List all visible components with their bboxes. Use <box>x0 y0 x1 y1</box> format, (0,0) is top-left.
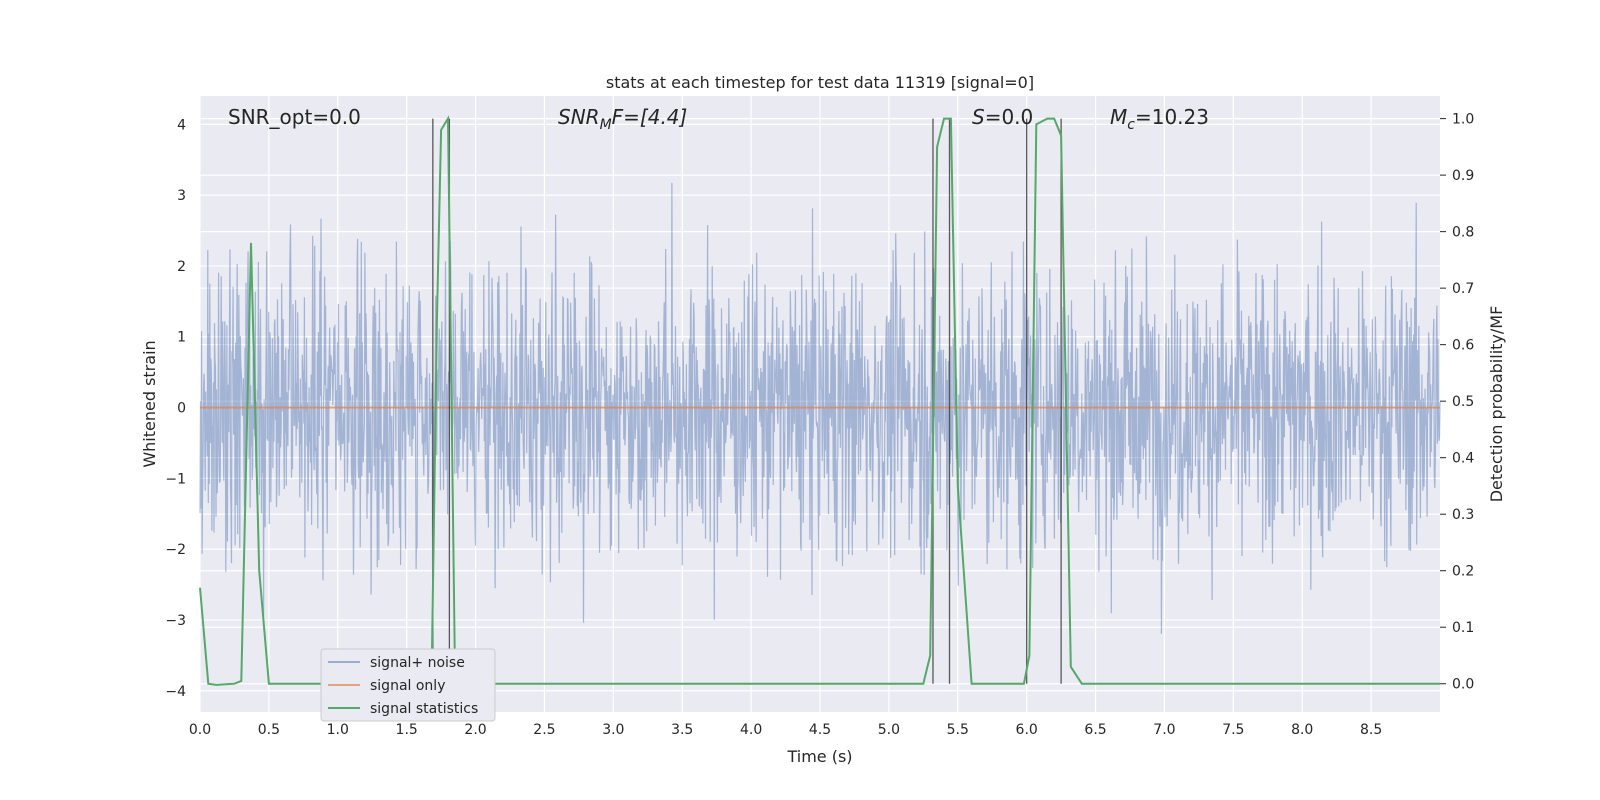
x-tick-label: 7.5 <box>1222 722 1244 738</box>
annotation-snr-mf-sub: M <box>600 117 612 133</box>
y-axis-right-label: Detection probability/MF <box>1487 306 1506 503</box>
x-tick-label: 3.0 <box>602 722 624 738</box>
y-right-tick-label: 0.6 <box>1452 338 1474 354</box>
x-axis-label: Time (s) <box>786 747 852 766</box>
legend-label-signal: signal only <box>370 678 445 694</box>
annotation-mc-sub: c <box>1127 117 1135 133</box>
x-tick-label: 6.0 <box>1016 722 1038 738</box>
y-left-tick-label: 1 <box>177 330 186 346</box>
x-tick-label: 4.5 <box>809 722 831 738</box>
y-right-tick-label: 0.9 <box>1452 168 1474 184</box>
y-left-tick-label: 4 <box>177 117 186 133</box>
x-tick-label: 4.0 <box>740 722 762 738</box>
y-left-tick-label: −3 <box>165 613 186 629</box>
signal-statistics-line <box>199 115 1440 686</box>
annotation-snr-mf-tail: F=[4.4] <box>612 105 688 129</box>
annotation-s-tail: =0.0 <box>985 105 1034 129</box>
chart-title: stats at each timestep for test data 113… <box>606 73 1034 92</box>
y-right-tick-label: 0.1 <box>1452 620 1474 636</box>
x-tick-label: 8.5 <box>1360 722 1382 738</box>
y-right-tick-label: 0.0 <box>1452 677 1474 693</box>
legend-box <box>320 648 496 722</box>
y-axis-left-label: Whitened strain <box>140 340 159 467</box>
vertical-markers <box>432 118 1062 684</box>
x-tick-label: 1.0 <box>327 722 349 738</box>
annotation-snr-mf: SNRMF=[4.4] <box>558 105 687 133</box>
y-right-tick-label: 0.2 <box>1452 564 1474 580</box>
x-tick-label: 8.0 <box>1291 722 1313 738</box>
annotation-snr-mf-main: SNR <box>558 105 600 129</box>
x-tick-label: 7.0 <box>1153 722 1175 738</box>
grid <box>199 96 1440 712</box>
legend: signal+ noise signal only signal statist… <box>320 648 496 722</box>
annotation-s: S=0.0 <box>972 105 1033 129</box>
y-left-tick-label: −1 <box>165 471 186 487</box>
legend-label-noise: signal+ noise <box>370 655 465 671</box>
x-tick-label: 0.5 <box>258 722 280 738</box>
x-tick-label: 5.5 <box>947 722 969 738</box>
y-right-tick-label: 0.4 <box>1452 451 1474 467</box>
y-right-tick-label: 0.8 <box>1452 225 1474 241</box>
y-right-tick-label: 0.3 <box>1452 507 1474 523</box>
annotation-mc: Mc=10.23 <box>1110 105 1209 133</box>
x-tick-label: 1.5 <box>396 722 418 738</box>
x-tick-label: 5.0 <box>878 722 900 738</box>
tick-marks <box>1440 118 1446 685</box>
annotation-snr-opt: SNR_opt=0.0 <box>228 105 361 129</box>
x-tick-label: 3.5 <box>671 722 693 738</box>
y-left-tick-label: 0 <box>177 401 186 417</box>
y-right-tick-label: 0.5 <box>1452 394 1474 410</box>
annotation-mc-main: M <box>1110 105 1127 129</box>
y-left-tick-label: 3 <box>177 188 186 204</box>
y-left-tick-label: 2 <box>177 259 186 275</box>
y-left-tick-label: −4 <box>165 684 186 700</box>
y-left-tick-label: −2 <box>165 542 186 558</box>
y-right-tick-label: 0.7 <box>1452 281 1474 297</box>
signal-noise-series <box>199 182 1441 634</box>
x-tick-label: 0.0 <box>189 722 211 738</box>
x-tick-label: 6.5 <box>1084 722 1106 738</box>
y-right-tick-label: 1.0 <box>1452 112 1474 128</box>
signal-noise-line <box>199 182 1441 634</box>
legend-label-stats: signal statistics <box>370 701 478 717</box>
annotation-mc-tail: =10.23 <box>1135 105 1209 129</box>
x-tick-label: 2.5 <box>533 722 555 738</box>
annotation-s-main: S <box>972 105 985 129</box>
signal-statistics-series <box>199 115 1440 686</box>
x-tick-label: 2.0 <box>464 722 486 738</box>
